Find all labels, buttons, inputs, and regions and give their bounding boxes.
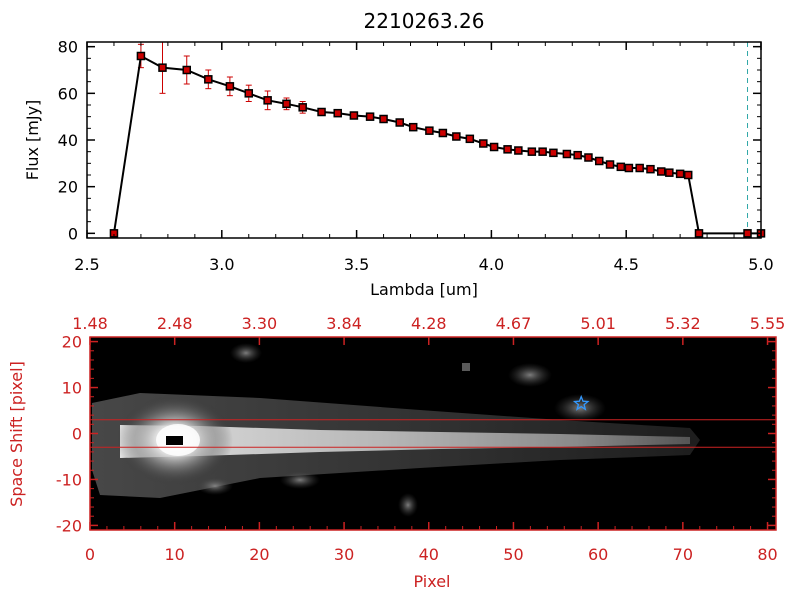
error-bars-group [137, 41, 692, 178]
data-point [675, 169, 685, 179]
top-tick-label: 5.01 [580, 314, 616, 333]
image-x-axis-label: Pixel [413, 572, 450, 591]
data-point [365, 112, 375, 121]
data-point [624, 163, 634, 173]
x-tick-label: 20 [249, 545, 269, 564]
data-point [333, 108, 342, 118]
spectrum-image: 0 10 20 30 40 50 60 70 80 1.48 2.48 3.30 3.84 4.28 4.6… [56, 314, 785, 564]
y-tick-label: 80 [58, 38, 78, 57]
noise-blob [197, 477, 233, 495]
data-point [573, 150, 582, 160]
y-tick-label: -10 [56, 470, 82, 489]
top-tick-label: 4.28 [411, 314, 447, 333]
top-tick-label: 1.48 [72, 314, 108, 333]
data-point [282, 99, 291, 109]
data-point [379, 114, 388, 124]
data-point [538, 147, 547, 156]
spectrum-y-axis-label: Flux [mJy] [23, 100, 42, 181]
x-tick-label: 3.0 [209, 255, 234, 274]
data-point [665, 168, 674, 177]
data-point [694, 229, 704, 238]
y-tick-label: 60 [58, 84, 78, 103]
x-tick-label: 40 [419, 545, 439, 564]
x-tick-label: 80 [757, 545, 777, 564]
x-tick-label: 5.0 [748, 255, 773, 274]
trace-core [120, 425, 690, 458]
data-point [136, 51, 146, 61]
x-tick-label: 70 [673, 545, 693, 564]
data-point [489, 142, 499, 152]
x-tick-label: 3.5 [344, 255, 369, 274]
noise-blob [230, 343, 262, 363]
data-point [743, 229, 752, 238]
y-tick-label: 20 [58, 178, 78, 197]
data-point [263, 96, 272, 105]
noise-blob [280, 471, 320, 489]
data-point [425, 126, 434, 135]
data-point [204, 75, 213, 84]
noise-blob [398, 493, 418, 517]
image-y-axis-label: Space Shift [pixel] [7, 361, 26, 507]
data-point [635, 163, 644, 173]
data-point [503, 145, 512, 154]
data-markers-group [109, 51, 766, 238]
y-tick-label: 10 [62, 379, 82, 398]
x-tick-label: 60 [588, 545, 608, 564]
data-point [395, 118, 404, 127]
data-point [514, 146, 523, 155]
data-point [584, 153, 593, 162]
x-tick-label: 50 [503, 545, 523, 564]
top-tick-label: 5.32 [665, 314, 701, 333]
data-point [683, 170, 693, 180]
y-tick-label: 40 [58, 131, 78, 150]
data-point [225, 82, 235, 91]
x-tick-label: 30 [334, 545, 354, 564]
x-tick-label: 0 [85, 545, 95, 564]
data-point [594, 156, 604, 166]
data-point [465, 134, 475, 144]
spectrum-plot-area: 2.5 3.0 3.5 4.0 4.5 5.0 0 20 40 60 80 [58, 38, 774, 274]
data-point [349, 111, 359, 120]
top-tick-label: 4.67 [496, 314, 532, 333]
data-point [646, 164, 655, 174]
data-point [452, 132, 461, 141]
y-tick-label: 20 [62, 333, 82, 352]
noise-blob [508, 363, 552, 387]
y-tick-label: 0 [72, 425, 82, 444]
data-point [244, 89, 254, 98]
top-tick-label: 5.55 [750, 314, 786, 333]
data-point [182, 65, 192, 75]
x-tick-label: 2.5 [74, 255, 99, 274]
y-tick-label: -20 [56, 516, 82, 535]
image-ticks-group: 0 10 20 30 40 50 60 70 80 1.48 2.48 3.30 3.84 4.28 4.6… [56, 314, 785, 564]
top-tick-label: 3.30 [242, 314, 278, 333]
data-point [158, 63, 167, 72]
image-overlay-group [90, 394, 776, 448]
source-star-marker [572, 394, 590, 411]
x-tick-label: 4.0 [479, 255, 504, 274]
x-tick-label: 10 [165, 545, 185, 564]
data-point [438, 128, 448, 138]
top-tick-label: 2.48 [157, 314, 193, 333]
data-point [562, 149, 572, 159]
data-point [317, 107, 326, 117]
data-point [527, 147, 537, 156]
data-point [549, 148, 558, 158]
data-point [479, 139, 488, 148]
data-point [408, 122, 418, 132]
data-point [616, 162, 626, 172]
spectrum-x-axis-label: Lambda [um] [370, 280, 478, 299]
data-point [605, 160, 615, 169]
x-tick-label: 4.5 [613, 255, 638, 274]
trace-peak-pixel [166, 436, 183, 445]
chart-title: 2210263.26 [364, 9, 485, 33]
noise-pixel [462, 363, 470, 371]
y-tick-label: 0 [68, 224, 78, 243]
top-tick-label: 3.84 [326, 314, 362, 333]
spectrum-ticks-group: 2.5 3.0 3.5 4.0 4.5 5.0 0 20 40 60 80 [58, 38, 774, 274]
data-point [298, 103, 307, 112]
data-point [656, 167, 666, 176]
